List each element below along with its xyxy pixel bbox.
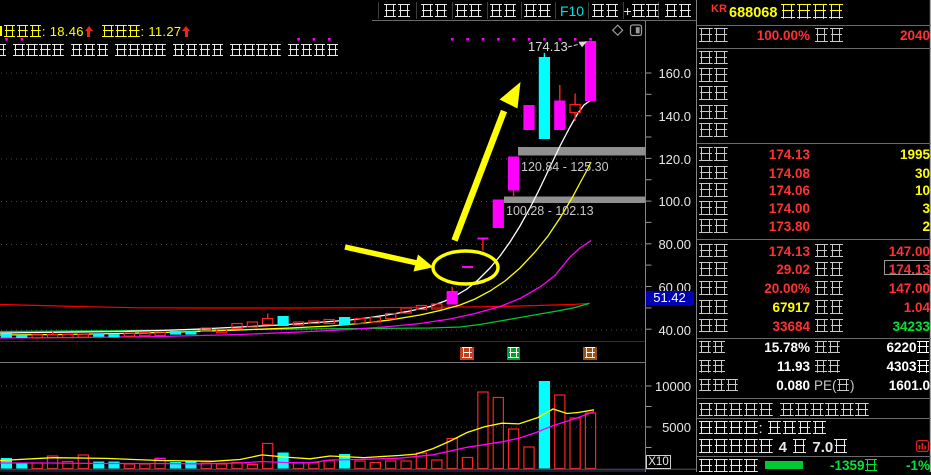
svg-text:120.84 - 125.30: 120.84 - 125.30: [521, 160, 609, 174]
svg-text:174.13: 174.13: [528, 39, 568, 54]
svg-text:100.28 - 102.13: 100.28 - 102.13: [506, 204, 594, 218]
